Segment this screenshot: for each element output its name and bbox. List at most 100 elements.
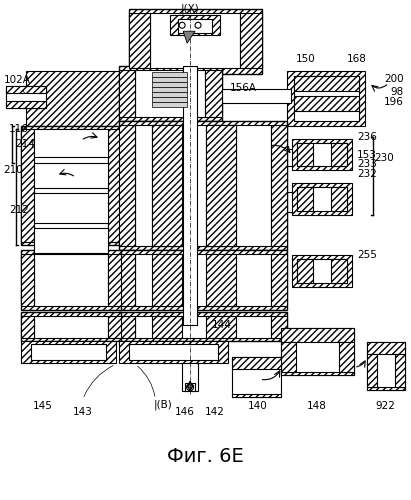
Bar [34,194,108,223]
Bar [298,142,313,167]
Bar [232,394,282,397]
Bar [152,92,187,97]
Bar [339,342,354,372]
Bar [34,164,108,188]
Bar [205,70,222,116]
Bar [298,259,313,283]
Bar [152,98,187,102]
Bar [294,76,359,120]
Bar [282,328,354,342]
Text: 143: 143 [73,407,93,417]
Text: 210: 210 [3,166,23,175]
Bar [34,316,108,338]
Bar [282,328,354,376]
Bar [367,387,405,390]
Bar [152,72,187,77]
Bar [152,124,182,246]
Text: 156A: 156A [230,83,257,93]
Text: 922: 922 [376,401,396,411]
Bar [152,316,182,338]
Bar [331,259,347,283]
Bar [152,78,187,82]
Bar [21,128,34,242]
Bar [152,254,182,306]
Text: 255: 255 [357,250,377,260]
Text: 150: 150 [296,54,315,64]
Bar [182,364,198,391]
Bar [136,254,270,306]
Bar [287,71,365,126]
Text: 140: 140 [248,401,268,411]
Text: 214: 214 [15,138,35,148]
Bar [152,88,187,92]
Bar [34,228,108,253]
Bar [136,316,270,338]
Bar [34,254,108,306]
Bar [119,66,222,120]
Bar [331,188,347,211]
Bar [282,342,296,372]
Bar [183,66,197,324]
Bar [136,124,270,246]
Bar [331,142,347,167]
Bar [170,16,220,35]
Bar [129,10,262,74]
Bar [232,358,282,397]
Bar [108,128,120,242]
Bar [206,316,236,338]
Text: 196: 196 [384,97,404,107]
Text: 236: 236 [357,132,377,141]
Bar [6,101,46,108]
Bar [31,344,106,360]
Text: 146: 146 [175,407,195,417]
Bar [152,124,182,246]
Bar [119,124,136,246]
Bar [270,124,287,246]
Bar [294,76,359,91]
Bar [206,124,236,246]
Bar [21,316,34,338]
Bar [34,128,108,242]
Text: 148: 148 [307,401,327,411]
Bar [240,14,262,68]
Bar [21,254,34,306]
Bar [152,82,187,87]
Text: 200: 200 [384,74,404,84]
Bar [108,316,120,338]
Bar [21,250,120,310]
Bar [298,188,347,211]
Polygon shape [183,31,195,43]
Bar [119,312,287,342]
Bar [270,254,287,306]
Bar [119,254,136,306]
Text: 98: 98 [390,87,404,97]
Bar [292,184,352,215]
Bar [282,372,354,376]
Text: 116: 116 [8,124,28,134]
Bar [119,250,287,310]
Bar [21,312,120,342]
Text: |(X): |(X) [181,4,199,14]
Circle shape [195,22,201,28]
Bar [292,255,352,287]
Text: 233: 233 [357,160,377,170]
Bar [292,138,352,170]
Text: 144: 144 [212,320,232,330]
Bar [270,316,287,338]
Text: 102A: 102A [3,75,30,94]
Bar [178,20,212,33]
Text: 230: 230 [374,152,394,162]
Bar [152,102,187,107]
Text: 142: 142 [205,407,225,417]
Bar [185,384,195,391]
Text: 168: 168 [347,54,367,64]
Bar [222,89,291,103]
Bar [26,71,125,126]
Circle shape [187,384,194,390]
Bar [206,124,236,246]
Text: 212: 212 [9,205,29,215]
Bar [108,254,120,306]
Bar [129,344,218,360]
Bar [206,254,236,306]
Text: |(B): |(B) [154,399,173,409]
